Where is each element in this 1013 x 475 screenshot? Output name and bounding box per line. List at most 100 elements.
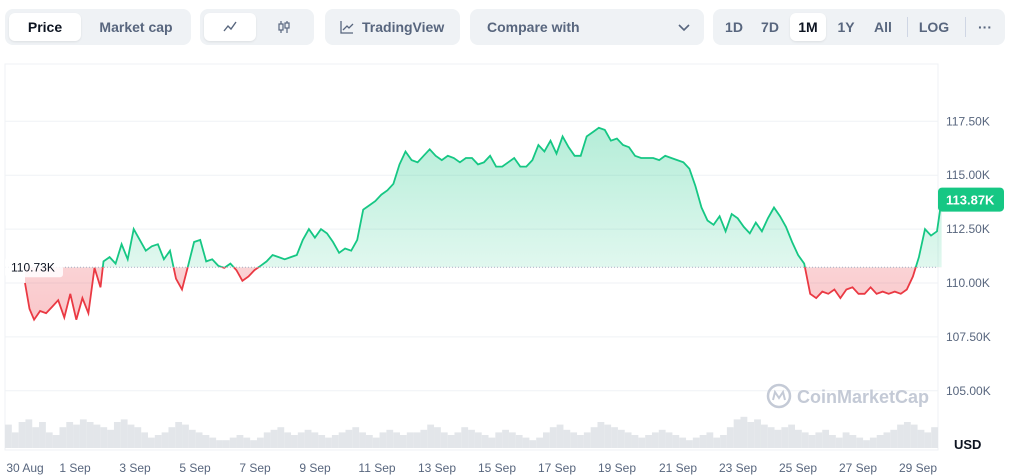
more-options-button[interactable]: ··· [978,19,992,35]
log-toggle[interactable]: LOG [918,19,950,35]
volume-bar [842,432,850,448]
volume-bar [617,429,625,448]
volume-bar [679,437,687,448]
volume-bar [399,435,407,448]
candlestick-chart-button[interactable] [258,13,310,41]
volume-bar [863,440,870,448]
volume-bar [543,432,550,448]
volume-bar [665,432,673,448]
current-price-badge [938,187,1004,212]
volume-bar [168,427,176,448]
volume-bar [461,427,469,448]
range-1y[interactable]: 1Y [837,19,855,35]
baseline-label-bg [5,257,63,278]
volume-bar [754,419,761,448]
volume-bar [32,427,40,448]
volume-bar [86,422,94,448]
volume-bar [318,435,326,448]
volume-bar [297,432,305,448]
chart-type-toggle [200,9,314,45]
volume-bar [325,437,332,448]
y-axis: 105.00K 107.50K 110.00K 112.50K 115.00K 117.5… [938,114,1004,452]
volume-bar [222,440,230,448]
area-fill-down [25,267,942,320]
volume-bar [141,432,149,448]
volume-bar [502,429,509,448]
range-1m[interactable]: 1M [790,13,826,41]
volume-bar [345,429,353,448]
y-tick-label: 107.50K [946,330,991,344]
x-tick-label: 11 Sep [358,461,395,475]
y-tick-label: 117.50K [946,114,990,128]
volume-bar [876,435,884,448]
volume-bar [740,416,748,448]
volume-bar [202,435,210,448]
volume-bar [250,440,257,448]
volume-bar [256,437,264,448]
volume-bar [365,435,373,448]
volume-bar [788,424,795,448]
volume-bar [631,435,639,448]
y-tick-label: 105.00K [946,384,991,398]
range-1d[interactable]: 1D [725,19,743,35]
volume-bar [134,427,142,448]
volume-bar [692,437,700,448]
x-tick-label: 21 Sep [659,461,697,475]
x-tick-label: 1 Sep [59,461,91,475]
volume-bar [835,437,843,448]
x-tick-label: 27 Sep [839,461,877,475]
volume-bar [829,435,836,448]
volume-bar [556,424,564,448]
candlestick-icon [278,21,290,33]
volume-bar [216,440,223,448]
volume-bar [910,424,918,448]
compare-with-dropdown[interactable]: Compare with [470,9,704,45]
volume-bar [161,432,169,448]
volume-bar [624,432,632,448]
x-tick-label: 9 Sep [299,461,331,475]
volume-bar [869,437,877,448]
volume-bar [529,440,537,448]
range-selector: 1D 7D 1M 1Y All LOG ··· [713,9,1005,45]
volume-bar [331,435,339,448]
volume-bar [59,427,67,448]
volume-bar [427,424,435,448]
volume-bar [229,437,237,448]
marketcap-tab[interactable]: Market cap [99,19,173,35]
volume-bar [733,419,741,448]
volume-bar [474,432,482,448]
volume-bar [120,419,128,448]
volume-bar [352,427,360,448]
price-tab[interactable]: Price [9,13,81,41]
volume-bar [583,432,591,448]
tradingview-button[interactable]: TradingView [325,9,460,45]
range-all[interactable]: All [874,19,892,35]
volume-bar [536,437,544,448]
volume-bar [406,432,414,448]
volume-bar [243,437,251,448]
line-chart-button[interactable] [204,13,256,41]
volume-bar [815,432,823,448]
compare-with-label: Compare with [487,19,580,35]
x-tick-label: 30 Aug [6,461,43,475]
volume-bar [73,424,80,448]
volume-bar [686,440,693,448]
volume-bar [495,432,503,448]
volume-bar [726,427,734,448]
volume-bar [822,429,830,448]
volume-bar [311,432,319,448]
volume-bar [175,422,183,448]
volume-bar [651,432,659,448]
volume-bar [11,432,19,448]
volume-bar [924,432,932,448]
volume-bar [154,435,162,448]
volume-bar [488,437,496,448]
volume-bar [774,429,782,448]
volume-bar [107,429,114,448]
volume-bar [359,432,366,448]
range-7d[interactable]: 7D [761,19,779,35]
volume-bar [720,435,727,448]
x-tick-label: 7 Sep [239,461,271,475]
volume-bar [849,435,857,448]
volume-bar [386,429,394,448]
